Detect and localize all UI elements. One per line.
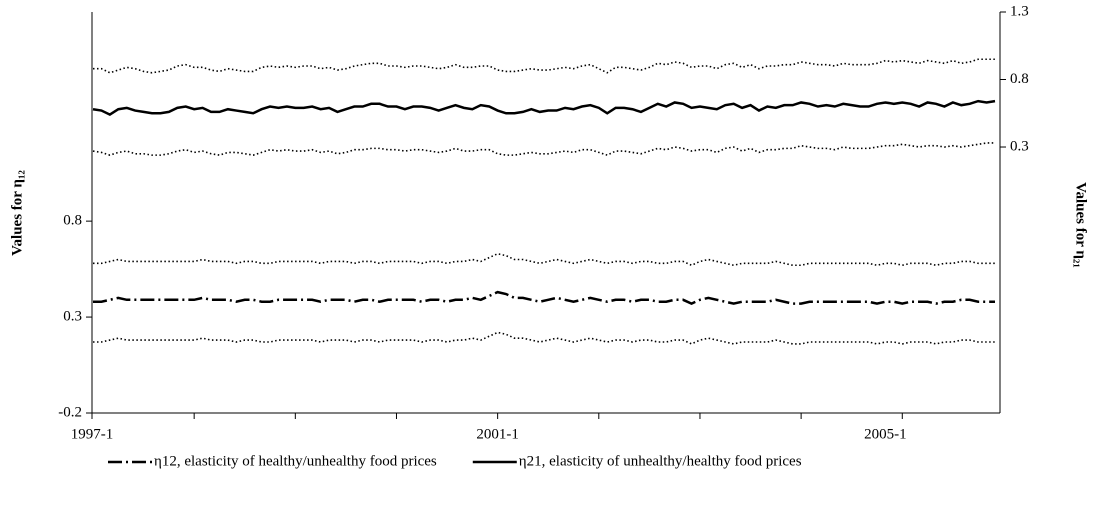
- x-tick-label: 2005-1: [864, 426, 907, 442]
- series-line: [93, 58, 996, 74]
- legend-label: η21, elasticity of unhealthy/healthy foo…: [519, 453, 802, 469]
- x-tick-label: 2001-1: [476, 426, 519, 442]
- y-axis-title: Values for η₁₂: [9, 170, 25, 256]
- series-line: [93, 331, 996, 345]
- legend-label: η12, elasticity of healthy/unhealthy foo…: [154, 453, 437, 469]
- y2-tick-label: 0.8: [1010, 71, 1029, 87]
- y2-tick-label: 1.3: [1010, 3, 1029, 19]
- series-line: [92, 99, 996, 117]
- series-line: [93, 290, 996, 306]
- series-line: [92, 142, 996, 156]
- series-line: [93, 252, 996, 267]
- y2-axis-title: Values for η₂₁: [1073, 182, 1089, 268]
- y-tick-label: 0.8: [63, 213, 82, 229]
- y2-tick-label: 0.3: [1010, 138, 1029, 154]
- x-tick-label: 1997-1: [71, 426, 114, 442]
- y-tick-label: 0.3: [63, 309, 82, 325]
- y-tick-label: -0.2: [58, 404, 82, 420]
